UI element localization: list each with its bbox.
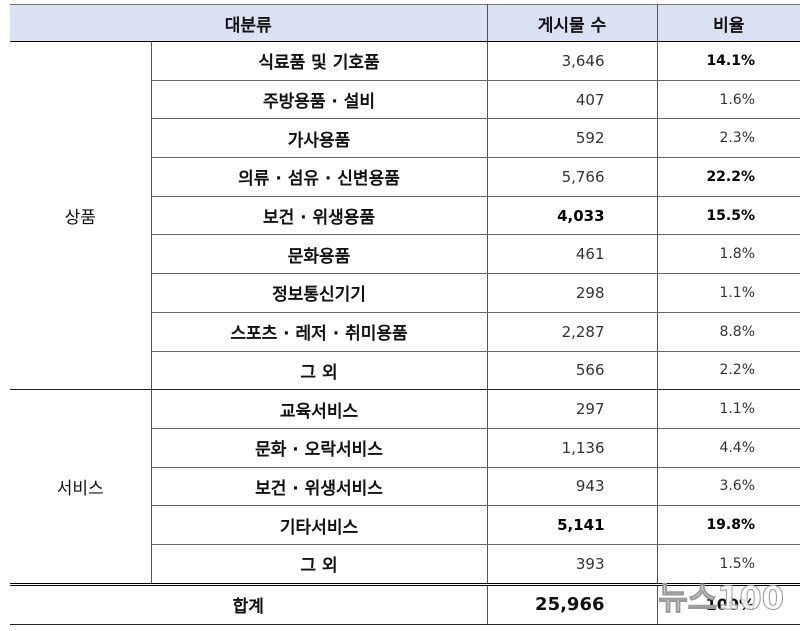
- subcategory-label: 보건 · 위생서비스: [151, 467, 488, 507]
- post-count: 592: [487, 118, 658, 159]
- table-row: 기타서비스 5,141 19.8%: [10, 505, 800, 545]
- post-count: 461: [487, 234, 658, 275]
- table-row: 주방용품 · 설비 407 1.6%: [10, 80, 800, 120]
- table-row: 그 외 393 1.5%: [10, 544, 800, 585]
- subcategory-label: 그 외: [151, 544, 488, 585]
- ratio-value: 1.5%: [657, 544, 800, 585]
- total-label: 합계: [10, 582, 488, 625]
- post-count: 393: [487, 544, 658, 585]
- table-row: 상품 식료품 및 기호품 3,646 14.1%: [10, 41, 800, 391]
- post-count: 943: [487, 467, 658, 507]
- table-row: 서비스 교육서비스 297 1.1%: [10, 389, 800, 585]
- header-ratio: 비율: [657, 4, 800, 42]
- ratio-value: 2.3%: [657, 118, 800, 159]
- header-count: 게시물 수: [486, 4, 658, 42]
- table-row: 정보통신기기 298 1.1%: [10, 273, 800, 313]
- post-count: 3,646: [487, 41, 658, 81]
- table-row: 의류 · 섬유 · 신변용품 5,766 22.2%: [10, 157, 800, 197]
- subcategory-label: 문화용품: [151, 234, 488, 275]
- table-row: 스포츠 · 레저 · 취미용품 2,287 8.8%: [10, 312, 800, 352]
- group-label: 상품: [10, 41, 152, 391]
- header-category: 대분류: [10, 4, 488, 42]
- post-count: 1,136: [487, 428, 658, 468]
- table-row: 가사용품 592 2.3%: [10, 118, 800, 159]
- header-row: 대분류 게시물 수 비율: [10, 4, 800, 42]
- post-count: 5,141: [487, 505, 658, 545]
- subcategory-label: 식료품 및 기호품: [151, 41, 488, 81]
- subcategory-label: 교육서비스: [151, 389, 488, 429]
- subcategory-label: 가사용품: [151, 118, 488, 159]
- ratio-value: 8.8%: [657, 312, 800, 352]
- table-row: 그 외 566 2.2%: [10, 351, 800, 391]
- subcategory-label: 보건 · 위생용품: [151, 196, 488, 236]
- subcategory-label: 스포츠 · 레저 · 취미용품: [151, 312, 488, 352]
- post-count: 566: [487, 351, 658, 391]
- subcategory-label: 그 외: [151, 351, 488, 391]
- table-row: 문화 · 오락서비스 1,136 4.4%: [10, 428, 800, 468]
- post-count: 2,287: [487, 312, 658, 352]
- table-row: 보건 · 위생서비스 943 3.6%: [10, 467, 800, 507]
- subcategory-label: 정보통신기기: [151, 273, 488, 313]
- post-count: 297: [487, 389, 658, 429]
- stats-table: 대분류 게시물 수 비율 상품 식료품 및 기호품 3,646 14.1% 주방용품 ·…: [10, 4, 800, 625]
- group-label: 서비스: [10, 389, 152, 585]
- ratio-value: 14.1%: [657, 41, 800, 81]
- total-row: 합계 25,966 100%: [10, 582, 800, 625]
- post-count: 5,766: [487, 157, 658, 197]
- subcategory-label: 주방용품 · 설비: [151, 80, 488, 120]
- subcategory-label: 의류 · 섬유 · 신변용품: [151, 157, 488, 197]
- ratio-value: 1.8%: [657, 234, 800, 275]
- ratio-value: 1.6%: [657, 80, 800, 120]
- total-ratio: 100%: [657, 582, 800, 625]
- table-row: 문화용품 461 1.8%: [10, 234, 800, 275]
- table-body: 상품 식료품 및 기호품 3,646 14.1% 주방용품 · 설비 407 1.6% 가사용…: [10, 41, 800, 625]
- ratio-value: 1.1%: [657, 389, 800, 429]
- total-count: 25,966: [486, 582, 658, 625]
- post-count: 298: [487, 273, 658, 313]
- table-row: 보건 · 위생용품 4,033 15.5%: [10, 196, 800, 236]
- ratio-value: 3.6%: [657, 467, 800, 507]
- subcategory-label: 기타서비스: [151, 505, 488, 545]
- ratio-value: 15.5%: [657, 196, 800, 236]
- ratio-value: 22.2%: [657, 157, 800, 197]
- subcategory-label: 문화 · 오락서비스: [151, 428, 488, 468]
- ratio-value: 1.1%: [657, 273, 800, 313]
- ratio-value: 2.2%: [657, 351, 800, 391]
- ratio-value: 4.4%: [657, 428, 800, 468]
- post-count: 4,033: [487, 196, 658, 236]
- post-count: 407: [487, 80, 658, 120]
- watermark-logo: 뉴스100: [658, 579, 785, 618]
- ratio-value: 19.8%: [657, 505, 800, 545]
